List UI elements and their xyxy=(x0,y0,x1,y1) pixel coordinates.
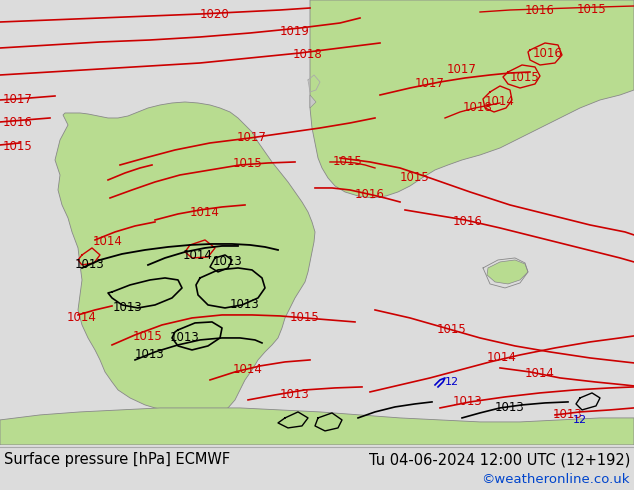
Text: 1015: 1015 xyxy=(333,155,363,169)
Text: 1015: 1015 xyxy=(233,157,263,171)
Text: 1013: 1013 xyxy=(230,298,260,312)
Text: 1015: 1015 xyxy=(3,141,33,153)
Text: 1017: 1017 xyxy=(237,131,267,145)
Polygon shape xyxy=(310,95,316,108)
Text: 1013: 1013 xyxy=(453,395,483,409)
Text: 1013: 1013 xyxy=(553,409,583,421)
Text: 1015: 1015 xyxy=(437,323,467,337)
Text: 1014: 1014 xyxy=(67,312,97,324)
Text: 1013: 1013 xyxy=(280,389,310,401)
Text: 1013: 1013 xyxy=(75,258,105,271)
Text: Tu 04-06-2024 12:00 UTC (12+192): Tu 04-06-2024 12:00 UTC (12+192) xyxy=(368,452,630,467)
Text: 1015: 1015 xyxy=(577,3,607,17)
Polygon shape xyxy=(0,408,634,445)
Text: 1016: 1016 xyxy=(525,4,555,18)
Text: 1018: 1018 xyxy=(293,49,323,61)
Polygon shape xyxy=(487,260,528,284)
Text: 1016: 1016 xyxy=(355,189,385,201)
Text: 12: 12 xyxy=(445,377,459,387)
Text: 1019: 1019 xyxy=(280,25,310,39)
Text: 1017: 1017 xyxy=(447,64,477,76)
Text: 1013: 1013 xyxy=(170,331,200,344)
Text: 1015: 1015 xyxy=(290,312,320,324)
Text: ©weatheronline.co.uk: ©weatheronline.co.uk xyxy=(481,473,630,487)
Text: 1015: 1015 xyxy=(133,330,163,343)
Text: 1017: 1017 xyxy=(3,94,33,106)
Text: 12: 12 xyxy=(573,415,587,425)
Text: 1020: 1020 xyxy=(200,8,230,22)
Text: 1014: 1014 xyxy=(233,364,263,376)
Text: 1014: 1014 xyxy=(525,368,555,380)
Text: 1014: 1014 xyxy=(485,96,515,108)
Text: 1016: 1016 xyxy=(533,48,563,60)
Text: 1015: 1015 xyxy=(400,172,430,184)
Text: 1013: 1013 xyxy=(495,401,525,415)
Text: 1016: 1016 xyxy=(3,117,33,129)
Text: 1015: 1015 xyxy=(510,72,540,84)
Text: 1014: 1014 xyxy=(487,351,517,365)
Text: 1014: 1014 xyxy=(190,206,220,220)
Text: 1013: 1013 xyxy=(213,255,243,269)
Text: 1014: 1014 xyxy=(183,249,213,263)
Text: 1013: 1013 xyxy=(113,301,143,315)
Text: 1018: 1018 xyxy=(463,101,493,115)
Text: 1013: 1013 xyxy=(135,348,165,362)
Text: 1014: 1014 xyxy=(93,236,123,248)
Polygon shape xyxy=(310,0,634,198)
Text: 1016: 1016 xyxy=(453,216,483,228)
Text: Surface pressure [hPa] ECMWF: Surface pressure [hPa] ECMWF xyxy=(4,452,230,467)
Text: 1017: 1017 xyxy=(415,77,445,91)
Polygon shape xyxy=(55,102,315,415)
